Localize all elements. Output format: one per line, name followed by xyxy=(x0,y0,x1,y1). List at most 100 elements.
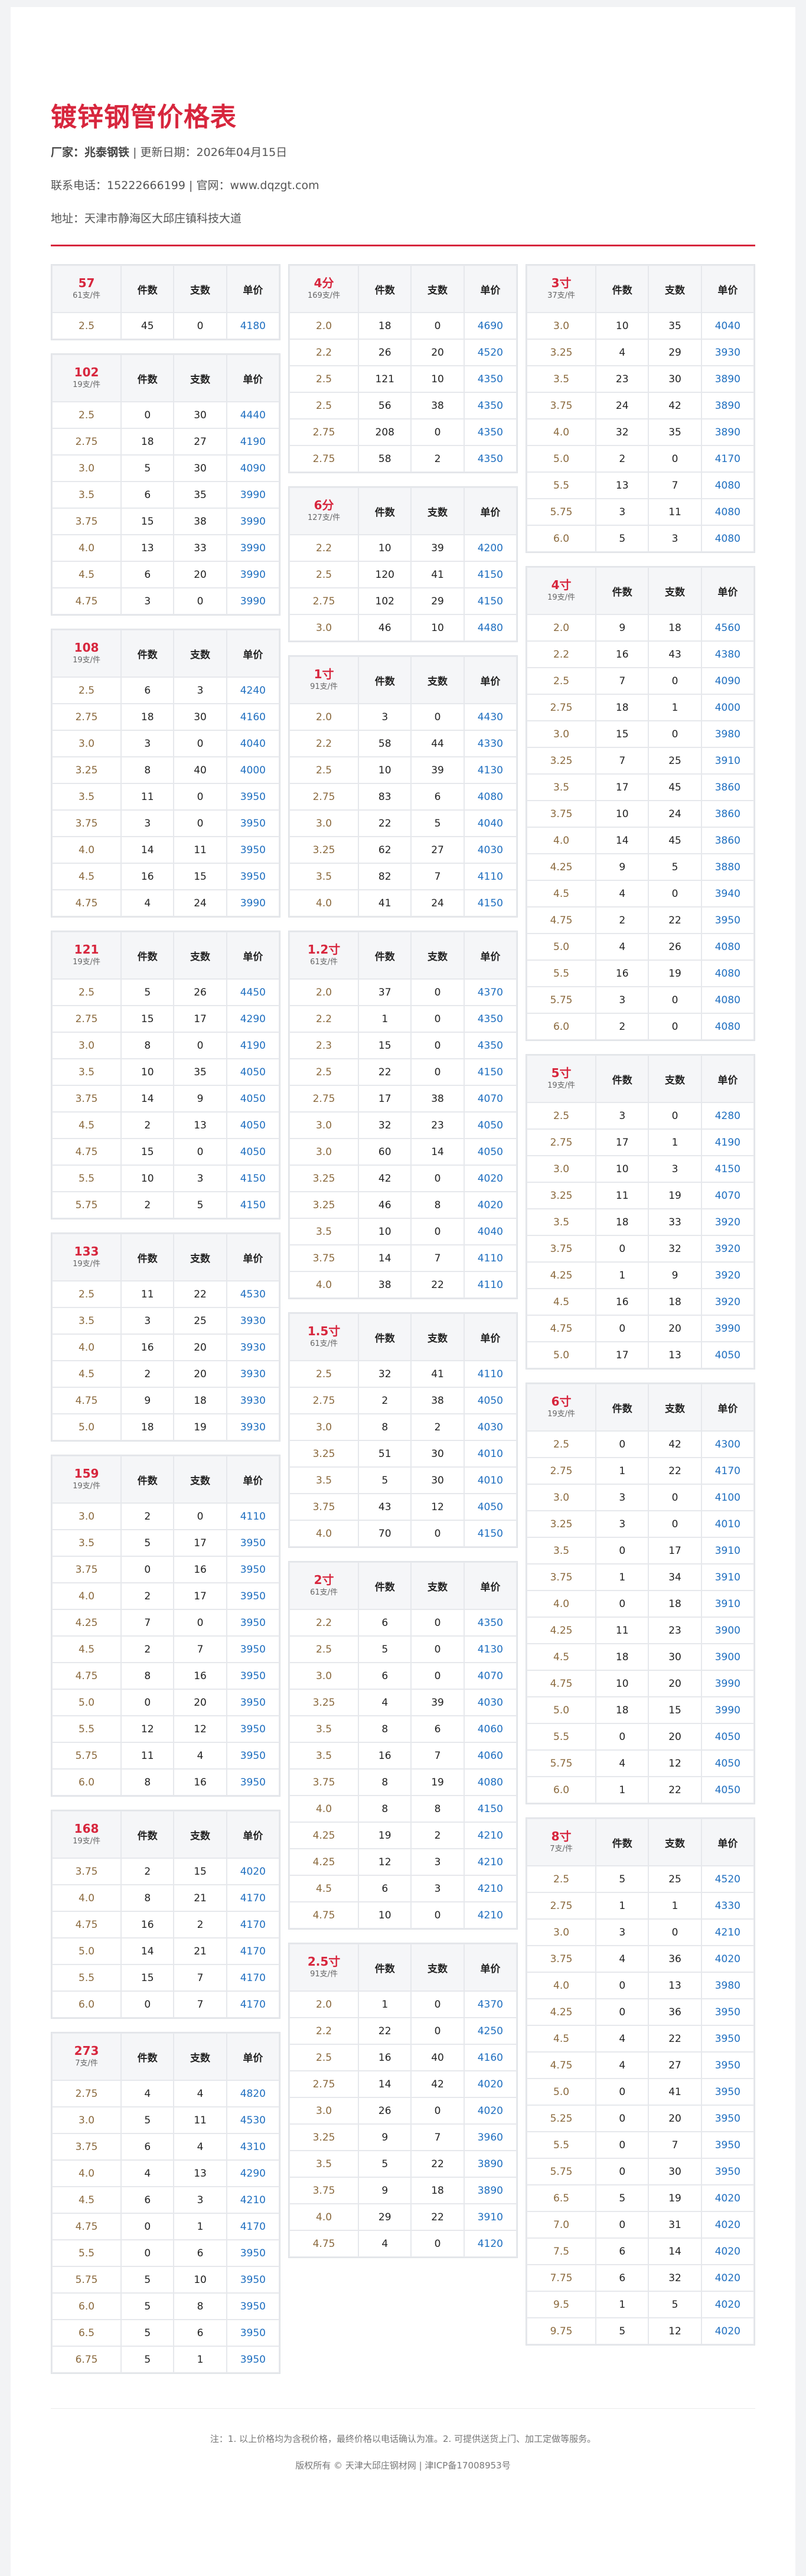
thickness-cell: 4.5 xyxy=(290,1876,358,1901)
price-cell: 4010 xyxy=(464,1468,516,1493)
spec-per-bundle: 91支/件 xyxy=(310,1970,338,1979)
price-cell: 3890 xyxy=(701,419,753,445)
thickness-cell: 4.0 xyxy=(527,1591,596,1616)
table-row: 5.75 11 4 3950 xyxy=(53,1743,279,1768)
thickness-cell: 3.75 xyxy=(290,1245,358,1271)
thickness-cell: 2.5 xyxy=(527,1432,596,1457)
price-cell: 4180 xyxy=(227,313,279,339)
sticks-cell: 1 xyxy=(649,1130,701,1155)
pieces-cell: 15 xyxy=(122,1965,174,1990)
table-header-row: 5寸 19支/件 件数 支数 单价 xyxy=(527,1056,753,1102)
thickness-cell: 2.75 xyxy=(53,704,121,730)
sticks-cell: 12 xyxy=(174,1716,226,1742)
sticks-cell: 41 xyxy=(649,2079,701,2105)
pieces-cell: 2 xyxy=(596,446,648,471)
sticks-cell: 32 xyxy=(649,2265,701,2291)
thickness-cell: 4.0 xyxy=(53,1335,121,1360)
header-sticks: 支数 xyxy=(649,1056,701,1102)
price-cell: 4050 xyxy=(464,1494,516,1520)
pieces-cell: 18 xyxy=(122,429,174,454)
table-row: 2.2 26 20 4520 xyxy=(290,340,516,365)
pieces-cell: 58 xyxy=(359,446,411,471)
sticks-cell: 24 xyxy=(412,890,464,916)
sticks-cell: 32 xyxy=(649,1236,701,1261)
pieces-cell: 32 xyxy=(359,1113,411,1138)
header-pieces: 件数 xyxy=(596,1384,648,1430)
sticks-cell: 33 xyxy=(649,1209,701,1235)
sticks-cell: 0 xyxy=(649,1103,701,1128)
sticks-cell: 0 xyxy=(174,313,226,339)
table-row: 2.5 5 0 4130 xyxy=(290,1637,516,1662)
thickness-cell: 4.75 xyxy=(527,2053,596,2078)
thickness-cell: 5.75 xyxy=(527,1751,596,1776)
table-row: 5.75 2 5 4150 xyxy=(53,1192,279,1218)
site-link[interactable]: www.dqzgt.com xyxy=(230,179,319,192)
price-cell: 4090 xyxy=(701,668,753,694)
thickness-cell: 2.0 xyxy=(290,1992,358,2017)
thickness-cell: 4.5 xyxy=(53,864,121,889)
price-cell: 4210 xyxy=(701,1920,753,1945)
phone-number[interactable]: 15222666199 xyxy=(107,179,185,192)
thickness-cell: 3.0 xyxy=(290,1663,358,1689)
price-cell: 3950 xyxy=(227,1663,279,1689)
spec-name: 6分 xyxy=(314,498,334,512)
sticks-cell: 24 xyxy=(174,890,226,916)
sticks-cell: 35 xyxy=(174,482,226,508)
table-row: 4.0 8 21 4170 xyxy=(53,1885,279,1911)
pieces-cell: 26 xyxy=(359,340,411,365)
contact-line: 联系电话：15222666199 | 官网：www.dqzgt.com xyxy=(51,178,755,193)
spec-header: 1.5寸 61支/件 xyxy=(290,1314,358,1360)
pieces-cell: 3 xyxy=(596,1485,648,1510)
pieces-cell: 0 xyxy=(122,1557,174,1582)
pieces-cell: 6 xyxy=(359,1663,411,1689)
thickness-cell: 4.0 xyxy=(290,1796,358,1822)
price-cell: 4060 xyxy=(464,1716,516,1742)
price-cell: 3910 xyxy=(701,1538,753,1563)
table-row: 6.0 8 16 3950 xyxy=(53,1770,279,1795)
table-row: 5.75 3 0 4080 xyxy=(527,987,753,1013)
spec-header: 5寸 19支/件 xyxy=(527,1056,596,1102)
pieces-cell: 3 xyxy=(122,731,174,756)
price-cell: 3890 xyxy=(464,2151,516,2177)
spec-table: 3寸 37支/件 件数 支数 单价 3.0 10 35 4040 3.25 4 29 3930 3.5 23… xyxy=(526,264,755,553)
price-cell: 4170 xyxy=(227,1912,279,1937)
thickness-cell: 5.0 xyxy=(527,2079,596,2105)
price-cell: 4110 xyxy=(464,1272,516,1297)
thickness-cell: 3.5 xyxy=(527,775,596,800)
table-row: 3.5 18 33 3920 xyxy=(527,1209,753,1235)
pieces-cell: 4 xyxy=(596,934,648,960)
spec-table: 6寸 19支/件 件数 支数 单价 2.5 0 42 4300 2.75 1 22 4170 3.0 3 0 4… xyxy=(526,1383,755,1804)
table-row: 3.25 7 25 3910 xyxy=(527,748,753,773)
price-cell: 4020 xyxy=(464,1166,516,1191)
thickness-cell: 3.25 xyxy=(290,1192,358,1218)
sticks-cell: 12 xyxy=(649,2318,701,2344)
thickness-cell: 4.75 xyxy=(527,1316,596,1341)
sticks-cell: 35 xyxy=(649,313,701,339)
table-row: 2.5 11 22 4530 xyxy=(53,1282,279,1307)
price-cell: 4530 xyxy=(227,1282,279,1307)
thickness-cell: 3.0 xyxy=(290,1414,358,1440)
table-row: 5.75 4 12 4050 xyxy=(527,1751,753,1776)
sticks-cell: 25 xyxy=(174,1308,226,1333)
spec-table: 108 19支/件 件数 支数 单价 2.5 6 3 4240 2.75 18 30 4160 3.0 3 0… xyxy=(51,629,280,918)
table-row: 3.75 6 4 4310 xyxy=(53,2134,279,2159)
header-unit-price: 单价 xyxy=(464,657,516,703)
sticks-cell: 0 xyxy=(412,2098,464,2123)
price-cell: 4100 xyxy=(701,1485,753,1510)
table-row: 2.5 0 42 4300 xyxy=(527,1432,753,1457)
sticks-cell: 36 xyxy=(649,1999,701,2025)
sticks-cell: 13 xyxy=(649,1342,701,1368)
thickness-cell: 2.75 xyxy=(527,695,596,720)
price-cell: 4080 xyxy=(701,499,753,525)
sticks-cell: 36 xyxy=(649,1946,701,1972)
pieces-cell: 11 xyxy=(596,1183,648,1208)
thickness-cell: 5.75 xyxy=(527,499,596,525)
price-cell: 4160 xyxy=(464,2045,516,2070)
table-row: 4.75 9 18 3930 xyxy=(53,1388,279,1413)
thickness-cell: 3.0 xyxy=(290,2098,358,2123)
table-row: 5.0 0 41 3950 xyxy=(527,2079,753,2105)
table-row: 3.75 3 0 3950 xyxy=(53,811,279,836)
thickness-cell: 2.0 xyxy=(290,980,358,1005)
sticks-cell: 0 xyxy=(649,668,701,694)
pieces-cell: 10 xyxy=(596,313,648,339)
